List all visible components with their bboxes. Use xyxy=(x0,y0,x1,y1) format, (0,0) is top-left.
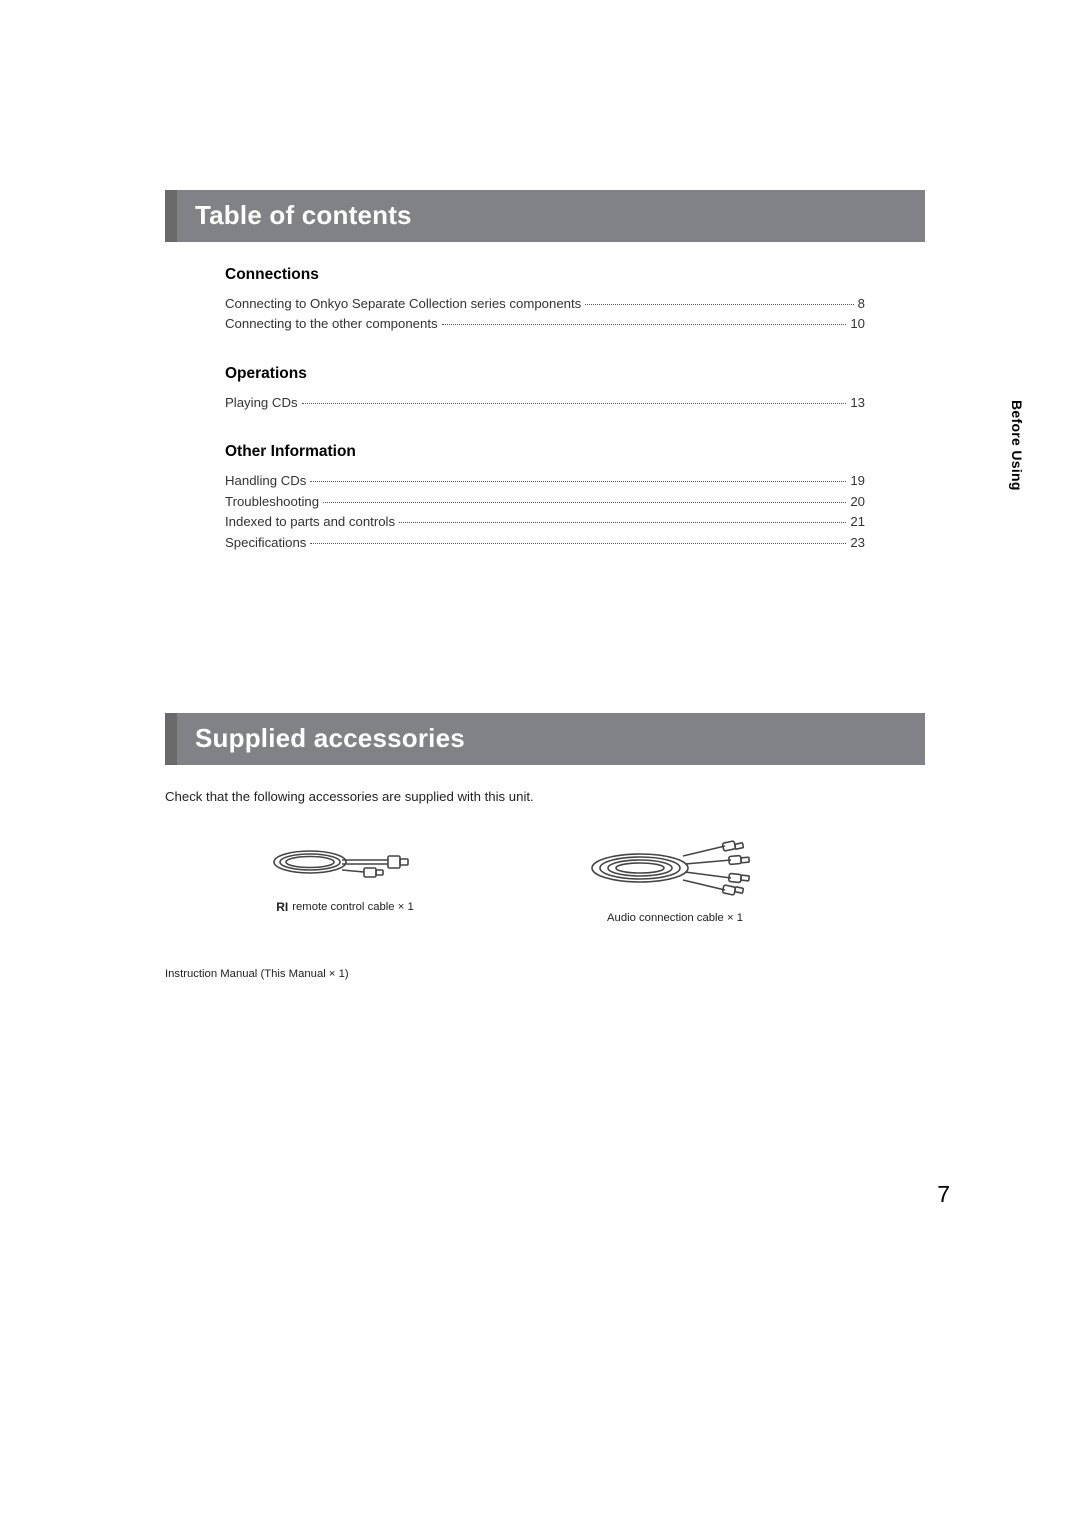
toc-group-other: Other Information Handling CDs 19 Troubl… xyxy=(225,443,865,553)
ri-cable-icon xyxy=(270,838,420,886)
toc-heading-connections: Connections xyxy=(225,266,865,284)
manual-note: Instruction Manual (This Manual × 1) xyxy=(165,968,925,980)
toc-dots xyxy=(399,522,846,523)
toc-label: Connecting to Onkyo Separate Collection … xyxy=(225,294,581,314)
toc-dots xyxy=(323,502,846,503)
toc-page: 21 xyxy=(850,512,865,532)
toc-group-connections: Connections Connecting to Onkyo Separate… xyxy=(225,266,865,335)
accessory-caption: remote control cable × 1 xyxy=(292,901,414,913)
side-tab-before-using: Before Using xyxy=(1009,400,1025,491)
toc-page: 19 xyxy=(850,471,865,491)
toc-label: Troubleshooting xyxy=(225,492,319,512)
accessory-ri-cable: RI remote control cable × 1 xyxy=(220,838,470,924)
toc-label: Connecting to the other components xyxy=(225,314,438,334)
toc-header: Table of contents xyxy=(165,190,925,242)
toc-row: Indexed to parts and controls 21 xyxy=(225,512,865,532)
toc-label: Specifications xyxy=(225,533,306,553)
toc-dots xyxy=(310,481,846,482)
toc-row: Connecting to Onkyo Separate Collection … xyxy=(225,294,865,314)
ri-logo-icon: RI xyxy=(276,900,288,914)
page-number: 7 xyxy=(937,1181,950,1208)
toc-row: Handling CDs 19 xyxy=(225,471,865,491)
toc-row: Playing CDs 13 xyxy=(225,393,865,413)
toc-page: 8 xyxy=(858,294,865,314)
toc-dots xyxy=(585,304,853,305)
toc-row: Troubleshooting 20 xyxy=(225,492,865,512)
toc-page: 10 xyxy=(850,314,865,334)
toc-dots xyxy=(442,324,847,325)
toc-label: Indexed to parts and controls xyxy=(225,512,395,532)
toc-page: 20 xyxy=(850,492,865,512)
toc-page: 23 xyxy=(850,533,865,553)
audio-cable-icon xyxy=(585,838,765,898)
toc-dots xyxy=(302,403,847,404)
toc-page: 13 xyxy=(850,393,865,413)
toc-label: Playing CDs xyxy=(225,393,298,413)
toc-row: Specifications 23 xyxy=(225,533,865,553)
toc-row: Connecting to the other components 10 xyxy=(225,314,865,334)
toc-dots xyxy=(310,543,846,544)
toc-group-operations: Operations Playing CDs 13 xyxy=(225,365,865,413)
accessory-caption: Audio connection cable × 1 xyxy=(607,912,743,924)
supplied-intro: Check that the following accessories are… xyxy=(165,789,925,804)
toc-label: Handling CDs xyxy=(225,471,306,491)
toc-heading-other: Other Information xyxy=(225,443,865,461)
supplied-header: Supplied accessories xyxy=(165,713,925,765)
toc-heading-operations: Operations xyxy=(225,365,865,383)
accessory-audio-cable: Audio connection cable × 1 xyxy=(550,838,800,924)
